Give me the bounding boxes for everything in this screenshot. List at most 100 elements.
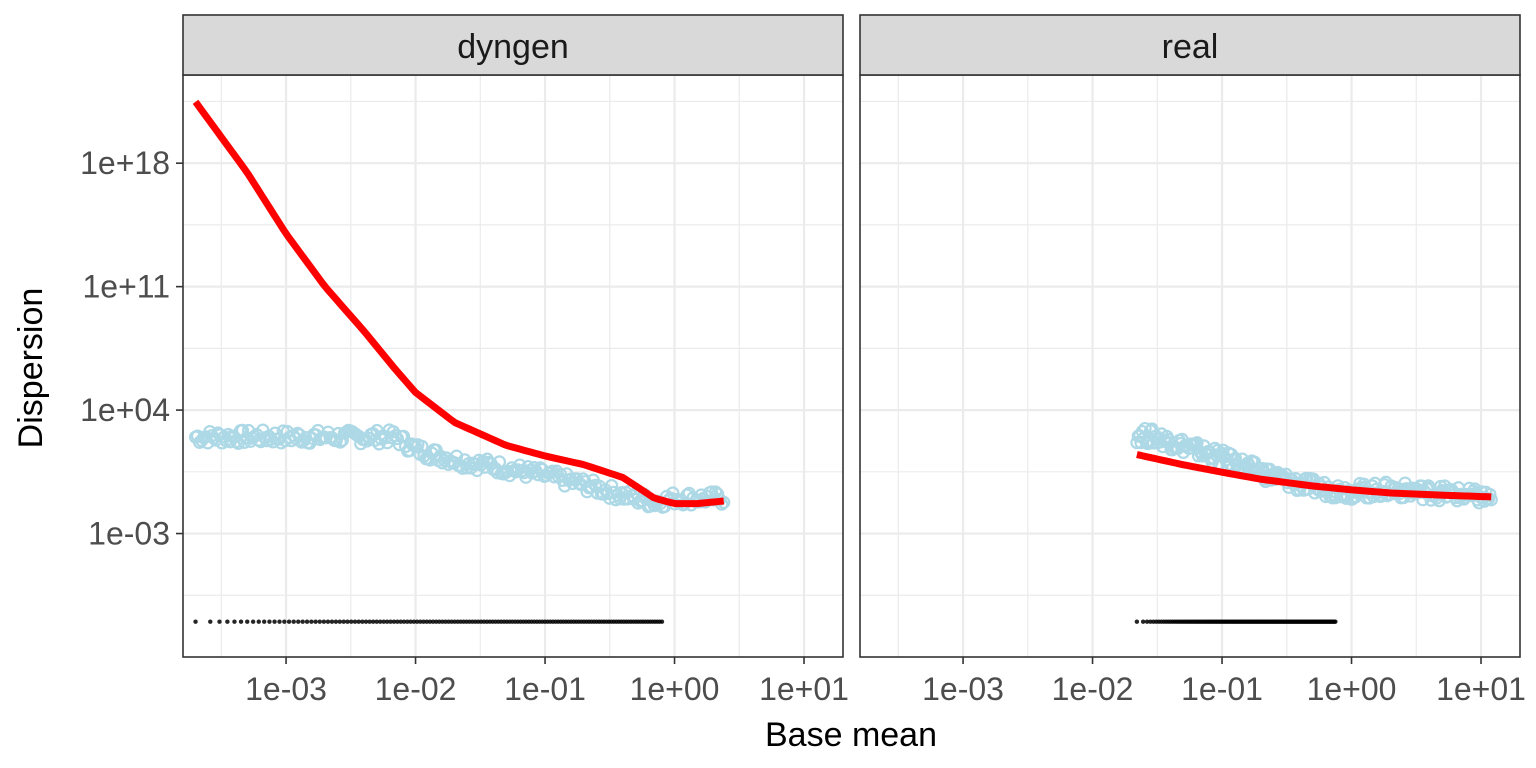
final-estimate-point xyxy=(267,619,272,624)
final-estimate-point xyxy=(452,619,457,624)
final-estimate-point xyxy=(1148,619,1153,624)
final-estimate-point xyxy=(378,619,383,624)
facet-strip-label: dyngen xyxy=(457,28,569,66)
final-estimate-point xyxy=(374,619,379,624)
final-estimate-point xyxy=(329,619,335,624)
final-estimate-point xyxy=(325,619,331,624)
x-tick-label: 1e-03 xyxy=(245,671,327,707)
final-estimate-point xyxy=(659,619,665,624)
x-axis-title: Base mean xyxy=(765,716,937,754)
final-estimate-point xyxy=(418,619,423,624)
facet-strip-label: real xyxy=(1162,28,1219,66)
final-estimate-point xyxy=(367,619,372,624)
final-estimate-point xyxy=(401,619,407,624)
facet-panel-dyngen: dyngen xyxy=(182,14,844,658)
final-estimate-point xyxy=(238,619,244,624)
final-estimate-point xyxy=(384,619,390,624)
final-estimate-point xyxy=(370,619,376,624)
panel-background xyxy=(183,75,843,657)
final-estimate-point xyxy=(300,619,305,624)
final-estimate-point xyxy=(349,619,354,624)
final-estimate-point xyxy=(421,619,426,624)
final-estimate-point xyxy=(291,619,296,624)
x-tick-label: 1e-01 xyxy=(1181,671,1263,707)
y-tick-label: 1e+11 xyxy=(83,269,171,305)
final-estimate-point xyxy=(208,619,213,624)
gridlines xyxy=(860,75,1520,657)
x-tick-label: 1e-03 xyxy=(922,671,1004,707)
gene-estimate-point xyxy=(433,449,447,463)
final-estimate-point xyxy=(356,619,361,624)
final-estimate-point xyxy=(317,619,322,624)
final-estimate-point xyxy=(352,619,358,624)
final-estimate-point xyxy=(363,619,369,624)
gene-estimate-point xyxy=(509,465,523,479)
y-tick-label: 1e+04 xyxy=(80,392,170,428)
final-estimate-point xyxy=(1144,619,1150,624)
final-estimate-point xyxy=(296,619,301,624)
final-estimate-point xyxy=(388,619,393,624)
final-estimate-point xyxy=(411,619,417,624)
final-estimate-point xyxy=(443,619,448,624)
gene-estimate-point xyxy=(604,478,619,493)
final-estimate-point xyxy=(427,619,433,624)
final-estimate-point xyxy=(282,619,287,624)
final-estimate-point xyxy=(430,619,436,624)
x-tick-label: 1e-01 xyxy=(504,671,586,707)
facet-panel-real: real xyxy=(859,14,1521,658)
final-estimate-point xyxy=(261,619,267,624)
final-estimate-point xyxy=(360,619,365,624)
final-estimate-point xyxy=(345,619,350,624)
final-estimate-point xyxy=(333,619,339,624)
gene-estimate-point xyxy=(547,470,562,484)
facet-panels: dyngen real xyxy=(182,14,1521,658)
final-estimate-point xyxy=(304,619,310,624)
facet-strip xyxy=(182,14,844,76)
gene-estimate-point xyxy=(704,485,719,499)
final-estimate-point xyxy=(245,619,250,624)
final-estimate-point xyxy=(440,619,445,624)
y-axis: 1e-03 1e+04 1e+11 1e+18 xyxy=(80,145,183,552)
final-estimate-point xyxy=(414,619,420,624)
panel-background xyxy=(860,75,1520,657)
y-tick-label: 1e-03 xyxy=(88,516,170,552)
final-estimate-point xyxy=(193,619,198,624)
data-layer xyxy=(1130,421,1498,624)
x-axes: 1e-03 1e-02 1e-01 1e+00 1e+01 1e-03 1e-02 1e-01… xyxy=(245,657,1526,707)
final-estimate-point xyxy=(408,619,413,624)
final-estimate-point xyxy=(1134,619,1140,624)
y-axis-title: Dispersion xyxy=(12,288,50,449)
final-estimate-point xyxy=(286,619,292,624)
final-estimate-point xyxy=(313,619,318,624)
fitted-trend-line xyxy=(1136,451,1492,501)
fitted-trend-line xyxy=(192,99,725,508)
gene-estimate-point xyxy=(409,440,423,454)
gridlines xyxy=(183,75,843,657)
final-estimate-point xyxy=(1333,619,1338,624)
y-tick-label: 1e+18 xyxy=(80,145,170,181)
final-estimate-point xyxy=(449,619,454,624)
final-estimate-point xyxy=(398,619,403,624)
final-estimate-point xyxy=(225,619,230,624)
final-estimate-point xyxy=(232,619,237,624)
data-layer xyxy=(188,99,731,624)
final-estimate-point xyxy=(381,619,386,624)
final-estimate-point xyxy=(337,619,343,624)
x-tick-label: 1e+01 xyxy=(759,671,849,707)
final-estimate-point xyxy=(424,619,429,624)
x-tick-label: 1e+00 xyxy=(630,671,720,707)
facet-strip xyxy=(859,14,1521,76)
final-estimate-point xyxy=(217,619,222,624)
x-axis-real: 1e-03 1e-02 1e-01 1e+00 1e+01 xyxy=(922,657,1526,707)
final-estimate-point xyxy=(446,619,451,624)
final-estimate-point xyxy=(395,619,400,624)
final-estimate-point xyxy=(341,619,346,624)
final-estimate-point xyxy=(272,619,277,624)
x-tick-label: 1e-02 xyxy=(375,671,457,707)
final-estimate-point xyxy=(1140,619,1146,624)
final-estimate-point xyxy=(405,619,410,624)
final-estimate-point xyxy=(391,619,397,624)
x-tick-label: 1e-02 xyxy=(1052,671,1134,707)
gene-estimate-point xyxy=(627,492,641,506)
final-estimate-point xyxy=(437,619,442,624)
